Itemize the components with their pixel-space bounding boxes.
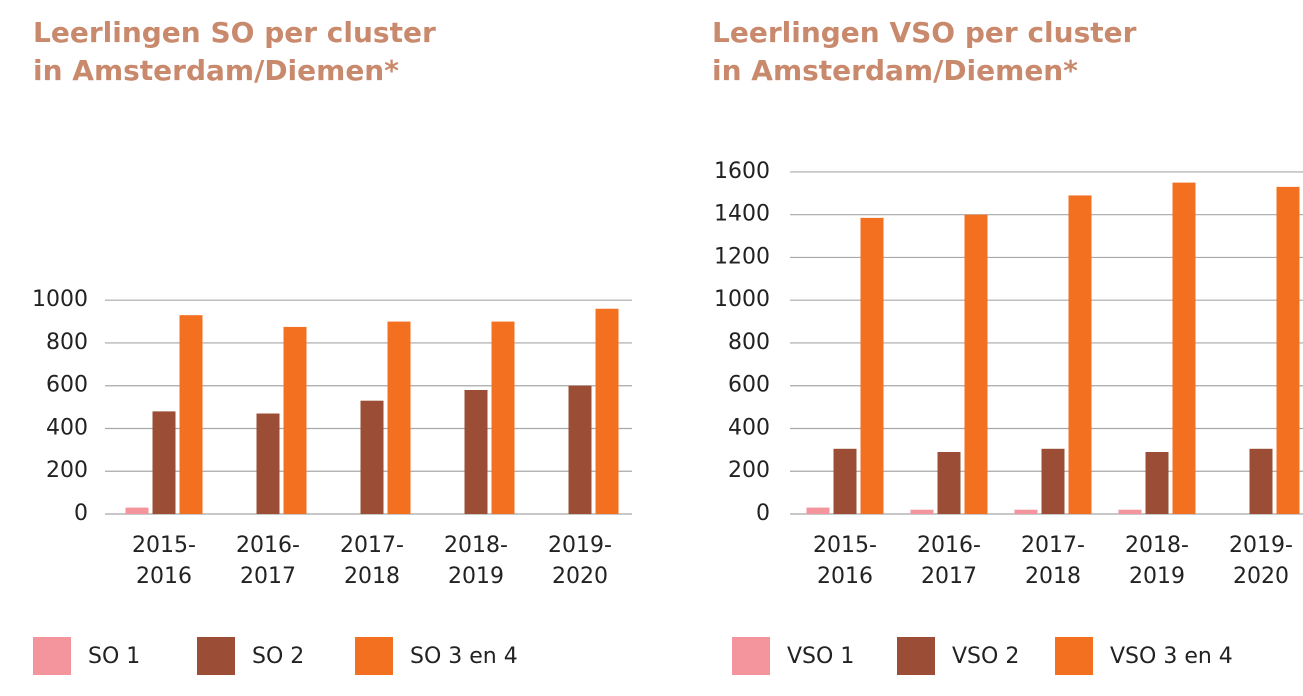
legend-swatch — [355, 637, 393, 675]
legend-swatch — [197, 637, 235, 675]
legend-swatch — [732, 637, 770, 675]
x-tick-label: 2016- 2017 — [917, 533, 981, 589]
x-tick-line: 2015- — [132, 533, 196, 558]
bar — [1118, 509, 1142, 514]
y-tick-label: 1200 — [714, 244, 770, 269]
y-tick-label: 1400 — [714, 202, 770, 227]
x-tick-label: 2015- 2016 — [132, 533, 196, 589]
bar — [1276, 186, 1300, 515]
y-tick-label: 800 — [46, 330, 88, 355]
legend-label: VSO 2 — [952, 644, 1019, 669]
x-tick-line: 2017- — [340, 533, 404, 558]
x-tick-line: 2020 — [1233, 564, 1289, 589]
x-tick-line: 2019 — [448, 564, 504, 589]
bar — [360, 400, 384, 514]
bar — [256, 413, 280, 514]
x-tick-line: 2016 — [136, 564, 192, 589]
bar — [1145, 451, 1169, 514]
bar — [860, 217, 884, 514]
bar — [910, 509, 934, 514]
bar — [595, 308, 619, 514]
bar — [937, 451, 961, 514]
x-tick-line: 2018- — [444, 533, 508, 558]
x-tick-line: 2018- — [1125, 533, 1189, 558]
x-tick-line: 2019 — [1129, 564, 1185, 589]
y-tick-label: 0 — [74, 501, 88, 526]
legend-swatch — [897, 637, 935, 675]
bar — [491, 321, 515, 514]
legend-swatch — [33, 637, 71, 675]
x-tick-label: 2015- 2016 — [813, 533, 877, 589]
y-tick-label: 0 — [756, 501, 770, 526]
y-tick-label: 600 — [46, 373, 88, 398]
bar — [152, 411, 176, 514]
bar — [1041, 448, 1065, 514]
legend-swatch — [1055, 637, 1093, 675]
x-tick-line: 2016- — [236, 533, 300, 558]
x-tick-label: 2019- 2020 — [1229, 533, 1293, 589]
x-tick-line: 2018 — [1025, 564, 1081, 589]
y-tick-label: 1600 — [714, 159, 770, 184]
bar — [387, 321, 411, 514]
bar — [1249, 448, 1273, 514]
x-tick-label: 2017- 2018 — [1021, 533, 1085, 589]
x-tick-line: 2019- — [1229, 533, 1293, 558]
bar — [806, 507, 830, 514]
y-tick-label: 600 — [728, 373, 770, 398]
y-tick-label: 1000 — [714, 287, 770, 312]
legend-label: VSO 1 — [787, 644, 854, 669]
bar — [964, 214, 988, 514]
y-tick-label: 400 — [728, 415, 770, 440]
x-tick-line: 2016 — [817, 564, 873, 589]
x-tick-line: 2017 — [240, 564, 296, 589]
chart-title: Leerlingen VSO per cluster — [712, 16, 1137, 49]
bar — [464, 389, 488, 514]
x-tick-line: 2016- — [917, 533, 981, 558]
y-tick-label: 200 — [728, 458, 770, 483]
bar — [179, 315, 203, 514]
bar — [283, 326, 307, 514]
x-tick-label: 2019- 2020 — [548, 533, 612, 589]
x-tick-label: 2018- 2019 — [1125, 533, 1189, 589]
y-tick-label: 200 — [46, 458, 88, 483]
chart-title: Leerlingen SO per cluster — [33, 16, 436, 49]
y-tick-label: 800 — [728, 330, 770, 355]
chart-title: in Amsterdam/Diemen* — [33, 54, 399, 87]
x-tick-label: 2016- 2017 — [236, 533, 300, 589]
bar — [125, 507, 149, 514]
bar — [1014, 509, 1038, 514]
x-tick-line: 2017- — [1021, 533, 1085, 558]
legend-label: VSO 3 en 4 — [1110, 644, 1233, 669]
y-tick-label: 1000 — [32, 287, 88, 312]
bar — [1068, 195, 1092, 515]
legend-label: SO 1 — [88, 644, 140, 669]
x-tick-line: 2019- — [548, 533, 612, 558]
bar — [568, 385, 592, 514]
x-tick-label: 2018- 2019 — [444, 533, 508, 589]
x-tick-line: 2017 — [921, 564, 977, 589]
legend-label: SO 3 en 4 — [410, 644, 518, 669]
chart-title: in Amsterdam/Diemen* — [712, 54, 1078, 87]
legend-label: SO 2 — [252, 644, 304, 669]
x-tick-line: 2018 — [344, 564, 400, 589]
x-tick-line: 2015- — [813, 533, 877, 558]
bar — [1172, 182, 1196, 515]
x-tick-label: 2017- 2018 — [340, 533, 404, 589]
bar — [833, 448, 857, 514]
y-tick-label: 400 — [46, 415, 88, 440]
x-tick-line: 2020 — [552, 564, 608, 589]
